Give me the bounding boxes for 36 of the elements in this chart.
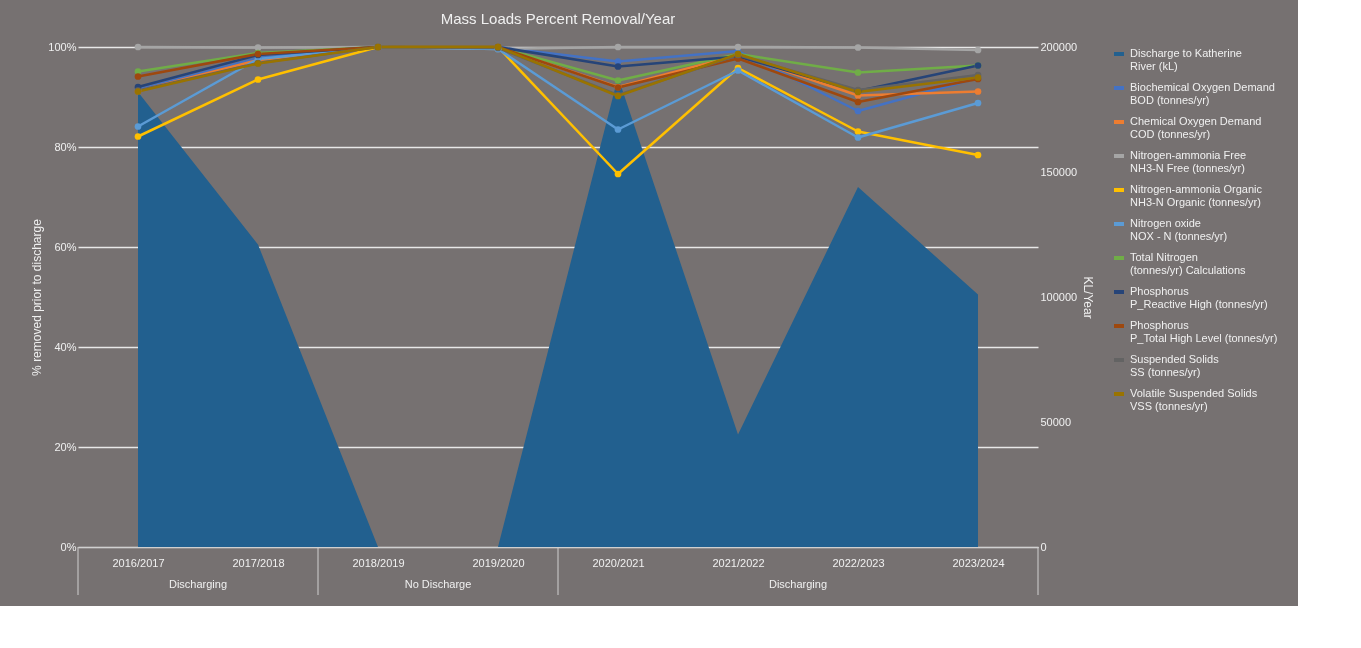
x-tick-label: 2021/2022 [712, 556, 765, 569]
y2-tick-label: 200000 [1040, 40, 1078, 53]
text: Discharging [768, 578, 828, 590]
y-tick-label: 20% [54, 440, 77, 453]
legend-label: Nitrogen oxide NOX - N (tonnes/yr) [1130, 217, 1228, 242]
x-tick-label: 2016/2017 [112, 556, 165, 569]
legend-label: Phosphorus P_Total High Level (tonnes/yr) [1130, 319, 1278, 344]
chart-title: Mass Loads Percent Removal/Year [440, 10, 676, 27]
legend-label: Phosphorus P_Reactive High (tonnes/yr) [1130, 285, 1268, 310]
y-tick-label: 100% [48, 40, 77, 53]
y2-tick-label: 150000 [1040, 165, 1078, 178]
text: Discharging [168, 578, 228, 590]
y2-tick-label: 100000 [1040, 290, 1078, 303]
y-axis-title: % removed prior to discharge [30, 218, 45, 376]
y-tick-label: 40% [54, 340, 77, 353]
y2-tick-label: 0 [1040, 540, 1047, 553]
legend-label: Volatile Suspended Solids VSS (tonnes/yr) [1130, 387, 1258, 412]
legend-label: Nitrogen-ammonia Organic NH3-N Organic (tonnes/yr) [1130, 183, 1263, 208]
y2-axis-title: KL/Year [1081, 276, 1096, 319]
x-tick-label: 2022/2023 [832, 556, 885, 569]
x-tick-label: 2023/2024 [952, 556, 1005, 569]
y2-tick-label: 50000 [1040, 415, 1072, 428]
legend-label: Chemical Oxygen Demand COD (tonnes/yr) [1130, 115, 1262, 140]
legend-label: Discharge to Katherine River (kL) [1130, 47, 1242, 72]
legend-label: Total Nitrogen (tonnes/yr) Calculations [1130, 251, 1247, 276]
x-tick-label: 2017/2018 [232, 556, 285, 569]
y-tick-label: 0% [60, 540, 77, 553]
legend-label: Suspended Solids SS (tonnes/yr) [1130, 353, 1220, 378]
legend-label: Nitrogen-ammonia Free NH3-N Free (tonnes/yr) [1130, 149, 1247, 174]
legend-label: Biochemical Oxygen Demand BOD (tonnes/yr) [1130, 81, 1275, 106]
y-tick-label: 80% [54, 140, 77, 153]
x-tick-label: 2018/2019 [352, 556, 405, 569]
x-tick-label: 2019/2020 [472, 556, 525, 569]
text: No Discharge [404, 578, 472, 590]
x-tick-label: 2020/2021 [592, 556, 645, 569]
y-tick-label: 60% [54, 240, 77, 253]
